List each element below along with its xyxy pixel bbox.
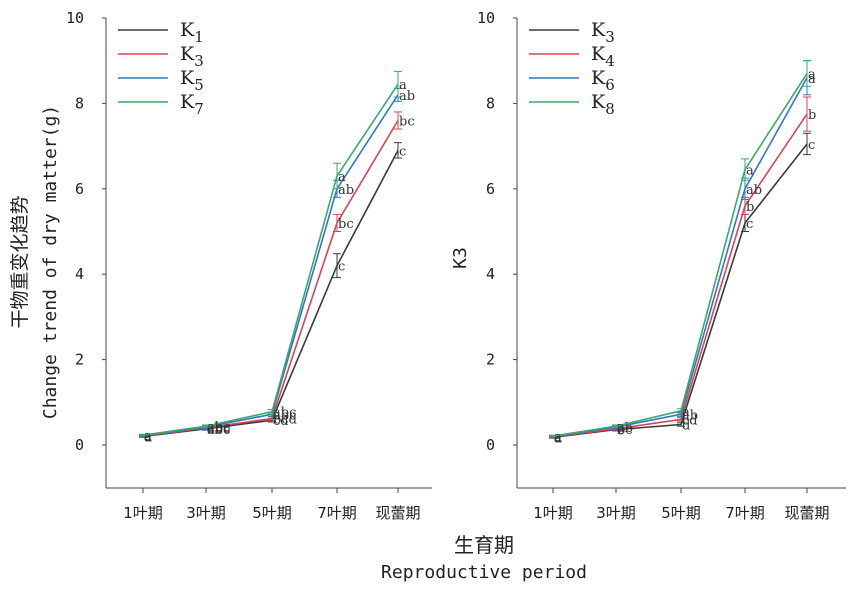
significance-label: a <box>682 405 690 420</box>
x-tick-label: 3叶期 <box>596 504 636 522</box>
x-tick-label: 5叶期 <box>661 504 701 522</box>
significance-label: a <box>399 78 407 93</box>
legend-label-k8: K8 <box>591 91 615 118</box>
significance-label: a <box>746 164 754 179</box>
significance-label: bcd <box>273 413 297 428</box>
legend-label-k4: K4 <box>591 43 615 70</box>
significance-label: ab <box>338 183 354 198</box>
significance-label: bc <box>399 114 415 129</box>
significance-label: ab <box>682 408 698 423</box>
significance-label: cd <box>682 413 698 428</box>
legend-label-k7: K7 <box>180 91 204 118</box>
significance-label: c <box>399 144 406 159</box>
x-tick-label: 7叶期 <box>317 504 357 522</box>
series-line-k4 <box>552 113 808 438</box>
significance-label: a <box>808 68 816 83</box>
legend-label-k3: K3 <box>591 19 615 46</box>
y-tick-label: 0 <box>75 436 84 454</box>
legend-label-k6: K6 <box>591 67 615 94</box>
significance-label: ab <box>746 183 762 198</box>
y-axis-title-en: Change trend of dry matter(g) <box>40 105 61 419</box>
legend-label-k3: K3 <box>180 43 204 70</box>
significance-label: a <box>808 72 816 87</box>
series-line-k1 <box>142 149 399 438</box>
y-tick-label: 2 <box>486 351 495 369</box>
series-line-k8 <box>552 73 808 437</box>
significance-label: abc <box>273 408 296 423</box>
y-tick-label: 4 <box>75 265 84 283</box>
y-tick-label: 2 <box>75 351 84 369</box>
significance-label: c <box>617 424 624 439</box>
significance-label: a <box>554 430 562 445</box>
x-tick-label: 现蕾期 <box>784 504 829 522</box>
significance-label: abc <box>273 406 296 421</box>
series-line-k3 <box>142 120 399 437</box>
significance-label: a <box>144 430 152 445</box>
significance-label: b <box>746 200 754 215</box>
x-tick-label: 3叶期 <box>186 504 226 522</box>
significance-label: a <box>338 170 346 185</box>
significance-label: a <box>554 431 562 446</box>
y-tick-label: 8 <box>75 94 84 112</box>
significance-label: cd <box>273 414 289 429</box>
x-tick-label: 7叶期 <box>725 504 765 522</box>
significance-label: a <box>554 430 562 445</box>
series-line-k5 <box>142 94 399 437</box>
y-tick-label: 8 <box>486 94 495 112</box>
x-tick-label: 现蕾期 <box>375 504 420 522</box>
y-tick-label: 0 <box>486 436 495 454</box>
significance-label: c <box>746 217 753 232</box>
significance-label: a <box>144 429 152 444</box>
series-line-k7 <box>142 83 399 436</box>
y-tick-label: 6 <box>486 180 495 198</box>
significance-label: c <box>808 138 815 153</box>
y-tick-label: 10 <box>66 9 84 27</box>
y-axis-title-zh: 干物重变化趋势 <box>9 195 31 328</box>
significance-label: bc <box>338 217 354 232</box>
x-tick-label: 5叶期 <box>252 504 292 522</box>
y-tick-label: 6 <box>75 180 84 198</box>
significance-label: a <box>617 420 625 435</box>
significance-label: abc <box>207 420 230 435</box>
significance-label: ab <box>399 89 415 104</box>
x-axis-title-en: Reproductive period <box>381 562 587 583</box>
legend-label-k1: K1 <box>180 19 204 46</box>
x-tick-label: 1叶期 <box>123 504 163 522</box>
legend-label-k5: K5 <box>180 67 204 94</box>
x-axis-title-zh: 生育期 <box>454 533 514 557</box>
significance-label: b <box>808 108 816 123</box>
y-tick-label: 4 <box>486 265 495 283</box>
y-axis-title-right: K3 <box>450 247 471 269</box>
x-tick-label: 1叶期 <box>533 504 573 522</box>
significance-label: d <box>682 419 690 434</box>
significance-label: c <box>338 260 345 275</box>
significance-label: a <box>144 430 152 445</box>
y-tick-label: 10 <box>477 9 495 27</box>
significance-label: a <box>144 430 152 445</box>
series-line-k3 <box>552 143 808 439</box>
significance-label: a <box>554 431 562 446</box>
